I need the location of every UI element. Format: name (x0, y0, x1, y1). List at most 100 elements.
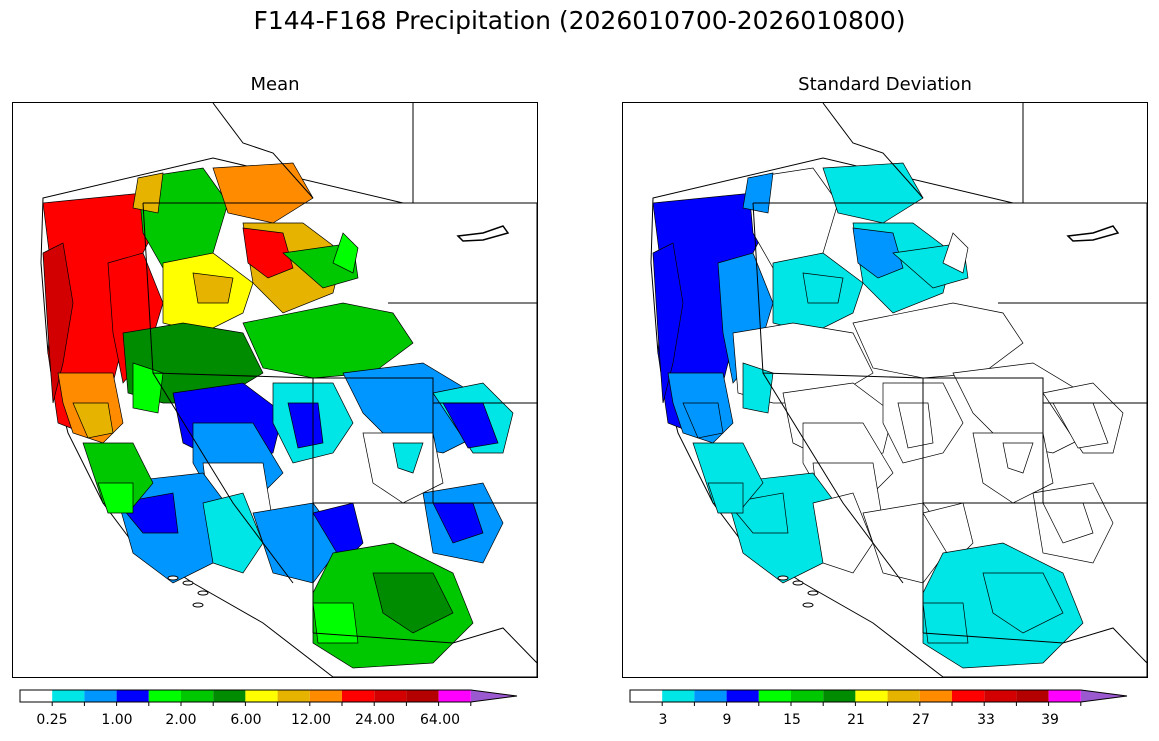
std-watershed-region (922, 602, 969, 644)
mean-colorbar-bin (148, 690, 181, 702)
mean-colorbar-bin (52, 690, 85, 702)
mean-colorbar-bin (309, 690, 342, 702)
mean-colorbar-bin (213, 690, 246, 702)
std-state-border (922, 627, 1147, 664)
mean-watershed-region (72, 402, 114, 439)
std-colorbar-bin (662, 690, 695, 702)
std-colorbar-outline (629, 689, 1128, 703)
std-watershed-region (812, 492, 874, 574)
std-colorbar-bin (855, 690, 888, 702)
mean-colorbar-bin (84, 690, 117, 702)
mean-island (167, 575, 179, 581)
mean-colorbar-tick-label: 12.00 (290, 712, 332, 728)
mean-colorbar-bin (277, 690, 310, 702)
mean-watershed-region (287, 402, 324, 449)
mean-colorbar-tick-label: 6.00 (230, 712, 262, 728)
std-colorbar-bin (823, 690, 856, 702)
mean-colorbar (19, 689, 530, 706)
std-state-border (762, 372, 904, 584)
std-watershed-region (802, 272, 844, 304)
mean-colorbar-bin (374, 690, 407, 702)
mean-watershed-region (42, 242, 74, 404)
std-watershed-region (942, 232, 969, 274)
mean-island (197, 590, 209, 596)
std-watershed-region (922, 502, 974, 564)
mean-state-border (313, 377, 537, 404)
mean-panel-title: Mean (250, 74, 300, 95)
std-colorbar-tick-label: 21 (847, 712, 865, 728)
std-colorbar-tick-label: 39 (1041, 712, 1059, 728)
std-colorbar-bin (1048, 690, 1081, 702)
mean-watershed-region (372, 572, 454, 634)
std-colorbar-bin (630, 690, 663, 702)
mean-state-border (212, 103, 314, 199)
std-state-border (822, 103, 924, 199)
std-colorbar-tick-label: 27 (912, 712, 930, 728)
mean-state-border (312, 627, 537, 664)
std-watershed-region (652, 242, 684, 404)
mean-colorbar-tick-label: 64.00 (419, 712, 461, 728)
std-colorbar-tick-label: 3 (658, 712, 668, 728)
std-island (777, 575, 789, 581)
mean-watershed-region (242, 302, 414, 379)
mean-watershed-region (132, 172, 164, 214)
std-watershed-region (852, 227, 904, 279)
std-watershed-region (692, 442, 764, 514)
mean-watershed-region (332, 232, 359, 274)
std-lake-outline (1066, 225, 1120, 242)
mean-colorbar-bin (116, 690, 149, 702)
mean-colorbar-bin (342, 690, 375, 702)
std-watershed-region (707, 482, 744, 514)
mean-watershed-region (312, 502, 364, 564)
std-watershed-region (1002, 442, 1034, 474)
std-colorbar-bin (758, 690, 791, 702)
mean-colorbar-bin (20, 690, 53, 702)
mean-watershed-region (82, 442, 154, 514)
mean-watershed-region (202, 492, 264, 574)
std-colorbar-bin (952, 690, 985, 702)
std-map (622, 102, 1148, 678)
std-watershed-region (682, 402, 724, 439)
std-colorbar (629, 689, 1140, 706)
mean-watershed-region (342, 362, 484, 454)
std-panel-title: Standard Deviation (798, 74, 972, 95)
std-colorbar-tick-label: 33 (977, 712, 995, 728)
std-colorbar-extend-arrow (1080, 690, 1127, 702)
std-island (802, 602, 814, 608)
std-watershed-region (822, 162, 924, 224)
std-colorbar-bin (791, 690, 824, 702)
mean-colorbar-tick-label: 0.25 (36, 712, 68, 728)
std-colorbar-bin (726, 690, 759, 702)
mean-colorbar-bin (406, 690, 439, 702)
std-island (807, 590, 819, 596)
mean-colorbar-bin (438, 690, 471, 702)
mean-state-border (152, 372, 294, 584)
std-watershed-region (742, 172, 774, 214)
std-colorbar-bin (984, 690, 1017, 702)
mean-watershed-region (392, 442, 424, 474)
std-watershed-region (852, 302, 1024, 379)
mean-colorbar-outline (19, 689, 518, 703)
mean-colorbar-tick-label: 1.00 (101, 712, 133, 728)
std-watershed-region (952, 362, 1094, 454)
mean-colorbar-tick-label: 2.00 (165, 712, 197, 728)
std-colorbar-bin (694, 690, 727, 702)
mean-map (12, 102, 538, 678)
mean-colorbar-bin (181, 690, 214, 702)
mean-watershed-region (212, 162, 314, 224)
std-colorbar-tick-label: 9 (722, 712, 732, 728)
std-island (792, 580, 804, 586)
mean-watershed-region (312, 602, 359, 644)
mean-island (192, 602, 204, 608)
mean-colorbar-extend-arrow (470, 690, 517, 702)
std-state-border (923, 377, 1147, 404)
mean-colorbar-tick-label: 24.00 (354, 712, 396, 728)
mean-colorbar-bin (245, 690, 278, 702)
mean-lake-outline (456, 225, 510, 242)
std-watershed-region (897, 402, 934, 449)
std-colorbar-bin (887, 690, 920, 702)
mean-watershed-region (192, 272, 234, 304)
std-colorbar-bin (919, 690, 952, 702)
mean-watershed-region (97, 482, 134, 514)
mean-island (182, 580, 194, 586)
